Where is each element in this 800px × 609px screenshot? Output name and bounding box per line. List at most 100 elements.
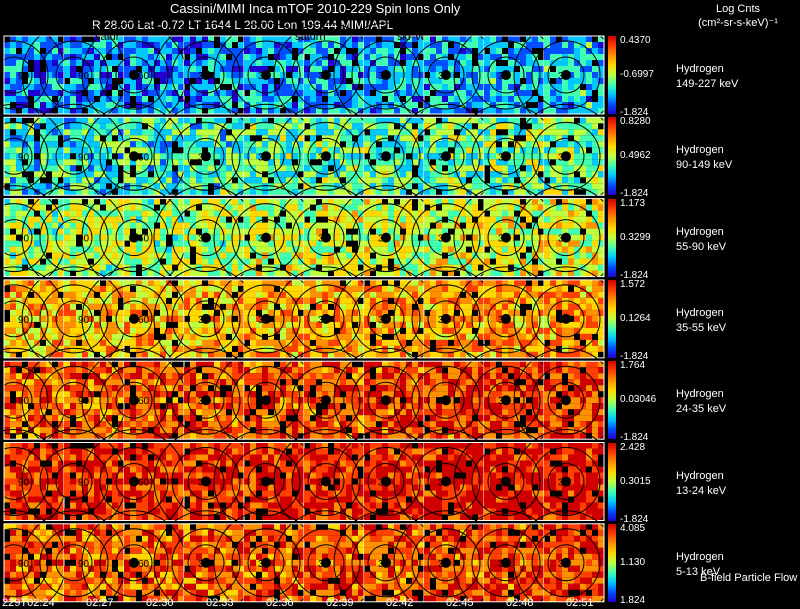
contour-arc bbox=[115, 544, 153, 582]
saturn-marker bbox=[501, 313, 511, 324]
colorbar-mid: 1.130 bbox=[620, 556, 646, 568]
colorbar-min: -1.824 bbox=[620, 107, 649, 118]
colorbar-mid: 0.03046 bbox=[620, 394, 657, 406]
pixel-image bbox=[4, 198, 64, 277]
contour-arc bbox=[99, 121, 169, 191]
image-label: saturn bbox=[295, 31, 326, 43]
saturn-marker bbox=[561, 151, 571, 162]
pixel-image bbox=[424, 117, 484, 196]
contour-arc bbox=[171, 121, 241, 191]
contour-label: 30 bbox=[378, 152, 390, 163]
colorbar bbox=[608, 523, 616, 602]
contour-arc bbox=[231, 284, 301, 354]
contour-label: 30 bbox=[318, 396, 330, 407]
contour-arc bbox=[39, 284, 109, 354]
contour-arc bbox=[55, 300, 93, 338]
contour-arc bbox=[547, 544, 585, 582]
pixel-image bbox=[544, 198, 604, 277]
channel-species: Hydrogen bbox=[676, 63, 724, 75]
channel-energy: 5-13 keV bbox=[676, 565, 721, 578]
contour-arc bbox=[427, 544, 465, 582]
contour-label: 30 bbox=[438, 71, 450, 82]
colorbar-min: -1.824 bbox=[620, 188, 649, 200]
colorbar-title-line1: Log Cnts bbox=[715, 3, 761, 15]
saturn-marker bbox=[561, 313, 571, 324]
contour-label: 30 bbox=[318, 478, 330, 489]
contour-arc bbox=[531, 365, 601, 435]
colorbar-title: Log Cnts (cm²-sr-s-keV)⁻¹ bbox=[688, 2, 788, 30]
contour-arc bbox=[531, 40, 601, 110]
contour-arc bbox=[487, 463, 525, 500]
contour-arc bbox=[471, 528, 541, 598]
contour-arc bbox=[99, 447, 169, 516]
saturn-marker bbox=[501, 70, 511, 80]
contour-arc bbox=[0, 56, 33, 94]
contour-arc bbox=[187, 381, 225, 419]
saturn-marker bbox=[129, 313, 139, 324]
contour-label: 90 bbox=[18, 152, 30, 163]
saturn-marker bbox=[381, 395, 391, 406]
saturn-marker bbox=[261, 557, 271, 568]
saturn-marker bbox=[501, 232, 511, 243]
saturn-marker bbox=[201, 476, 211, 487]
contour-arc bbox=[367, 137, 405, 175]
contour-label: 30 bbox=[498, 478, 510, 489]
contour-arc bbox=[0, 463, 33, 500]
contour-arc bbox=[247, 544, 285, 582]
pixel-image bbox=[304, 198, 364, 277]
contour-arc bbox=[547, 463, 585, 500]
time-label: 02:51 bbox=[566, 597, 594, 609]
contour-arc bbox=[55, 56, 93, 94]
saturn-marker bbox=[261, 232, 271, 243]
contour-arc bbox=[247, 137, 285, 175]
contour-arc bbox=[247, 381, 285, 419]
saturn-marker bbox=[381, 557, 391, 568]
contour-label: 30 bbox=[438, 234, 450, 245]
contour-arc bbox=[291, 528, 361, 598]
contour-label: 30 bbox=[498, 559, 510, 570]
contour-arc bbox=[171, 40, 241, 110]
contour-arc bbox=[187, 300, 225, 338]
contour-arc bbox=[55, 381, 93, 419]
contour-arc bbox=[427, 56, 465, 94]
contour-arc bbox=[55, 463, 93, 500]
contour-label: 30 bbox=[198, 71, 210, 82]
row-frame bbox=[3, 279, 605, 359]
saturn-marker bbox=[441, 70, 451, 80]
contour-arc bbox=[453, 266, 559, 372]
saturn-marker bbox=[129, 476, 139, 487]
contour-arc bbox=[291, 284, 361, 354]
contour-arc bbox=[247, 463, 285, 500]
channel-energy: 24-35 keV bbox=[676, 403, 727, 416]
contour-arc bbox=[547, 381, 585, 419]
contour-arc bbox=[411, 528, 481, 598]
contour-arc bbox=[531, 121, 601, 191]
time-label: 02:27 bbox=[86, 597, 114, 609]
contour-arc bbox=[0, 203, 49, 273]
contour-arc bbox=[471, 365, 541, 435]
time-label: 02:42 bbox=[386, 597, 414, 609]
saturn-marker bbox=[201, 232, 211, 243]
colorbar-min: -1.824 bbox=[620, 432, 649, 444]
contour-label: 30 bbox=[318, 152, 330, 163]
contour-arc bbox=[531, 528, 601, 598]
contour-label: 30 bbox=[378, 478, 390, 489]
colorbar-title-line2: (cm²-sr-s-keV)⁻¹ bbox=[698, 17, 778, 29]
saturn-marker bbox=[261, 476, 271, 487]
row-frame bbox=[3, 442, 605, 521]
contour-arc bbox=[513, 510, 619, 609]
colorbar-min: -1.824 bbox=[620, 513, 649, 525]
contour-label: 90 bbox=[18, 478, 30, 489]
contour-arc bbox=[487, 56, 525, 94]
pixel-image bbox=[484, 117, 544, 196]
channel-species: Hydrogen bbox=[676, 550, 724, 563]
saturn-marker bbox=[129, 557, 139, 568]
saturn-marker bbox=[261, 395, 271, 406]
contour-arc bbox=[351, 284, 421, 354]
saturn-marker bbox=[129, 395, 139, 406]
contour-label: 60 bbox=[138, 396, 150, 407]
saturn-marker bbox=[561, 395, 571, 406]
saturn-marker bbox=[201, 151, 211, 162]
contour-arc bbox=[39, 528, 109, 598]
